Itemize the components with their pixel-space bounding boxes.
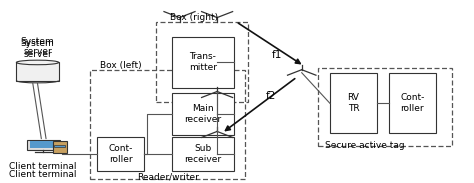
Bar <box>389 73 436 133</box>
Text: Reader/writer: Reader/writer <box>137 172 199 181</box>
Bar <box>17 62 59 81</box>
Bar <box>90 70 246 179</box>
Ellipse shape <box>17 60 59 65</box>
Bar <box>30 141 56 148</box>
Bar <box>173 137 234 171</box>
Text: Main
receiver: Main receiver <box>184 104 221 124</box>
Bar <box>54 145 65 147</box>
Text: f2: f2 <box>266 92 276 102</box>
Bar <box>156 23 247 102</box>
Text: System
server: System server <box>21 39 55 59</box>
Text: RV
TR: RV TR <box>347 93 359 113</box>
Bar <box>318 68 452 146</box>
Text: Cont-
roller: Cont- roller <box>400 93 424 113</box>
Text: Cont-
roller: Cont- roller <box>109 144 133 164</box>
Bar <box>173 37 234 88</box>
Bar <box>173 93 234 135</box>
Bar <box>53 141 67 153</box>
Text: Sub
receiver: Sub receiver <box>184 144 221 164</box>
Bar <box>97 137 144 171</box>
Bar <box>27 140 60 150</box>
Text: Trans-
mitter: Trans- mitter <box>189 52 217 72</box>
Text: Client terminal: Client terminal <box>9 170 77 179</box>
Text: Client terminal: Client terminal <box>9 162 77 171</box>
Text: System
server: System server <box>21 37 55 56</box>
Text: f1: f1 <box>272 50 282 60</box>
Text: Secure active tag: Secure active tag <box>325 141 405 150</box>
Text: Box (right): Box (right) <box>170 14 218 23</box>
Text: Box (left): Box (left) <box>100 61 141 70</box>
Bar <box>330 73 377 133</box>
